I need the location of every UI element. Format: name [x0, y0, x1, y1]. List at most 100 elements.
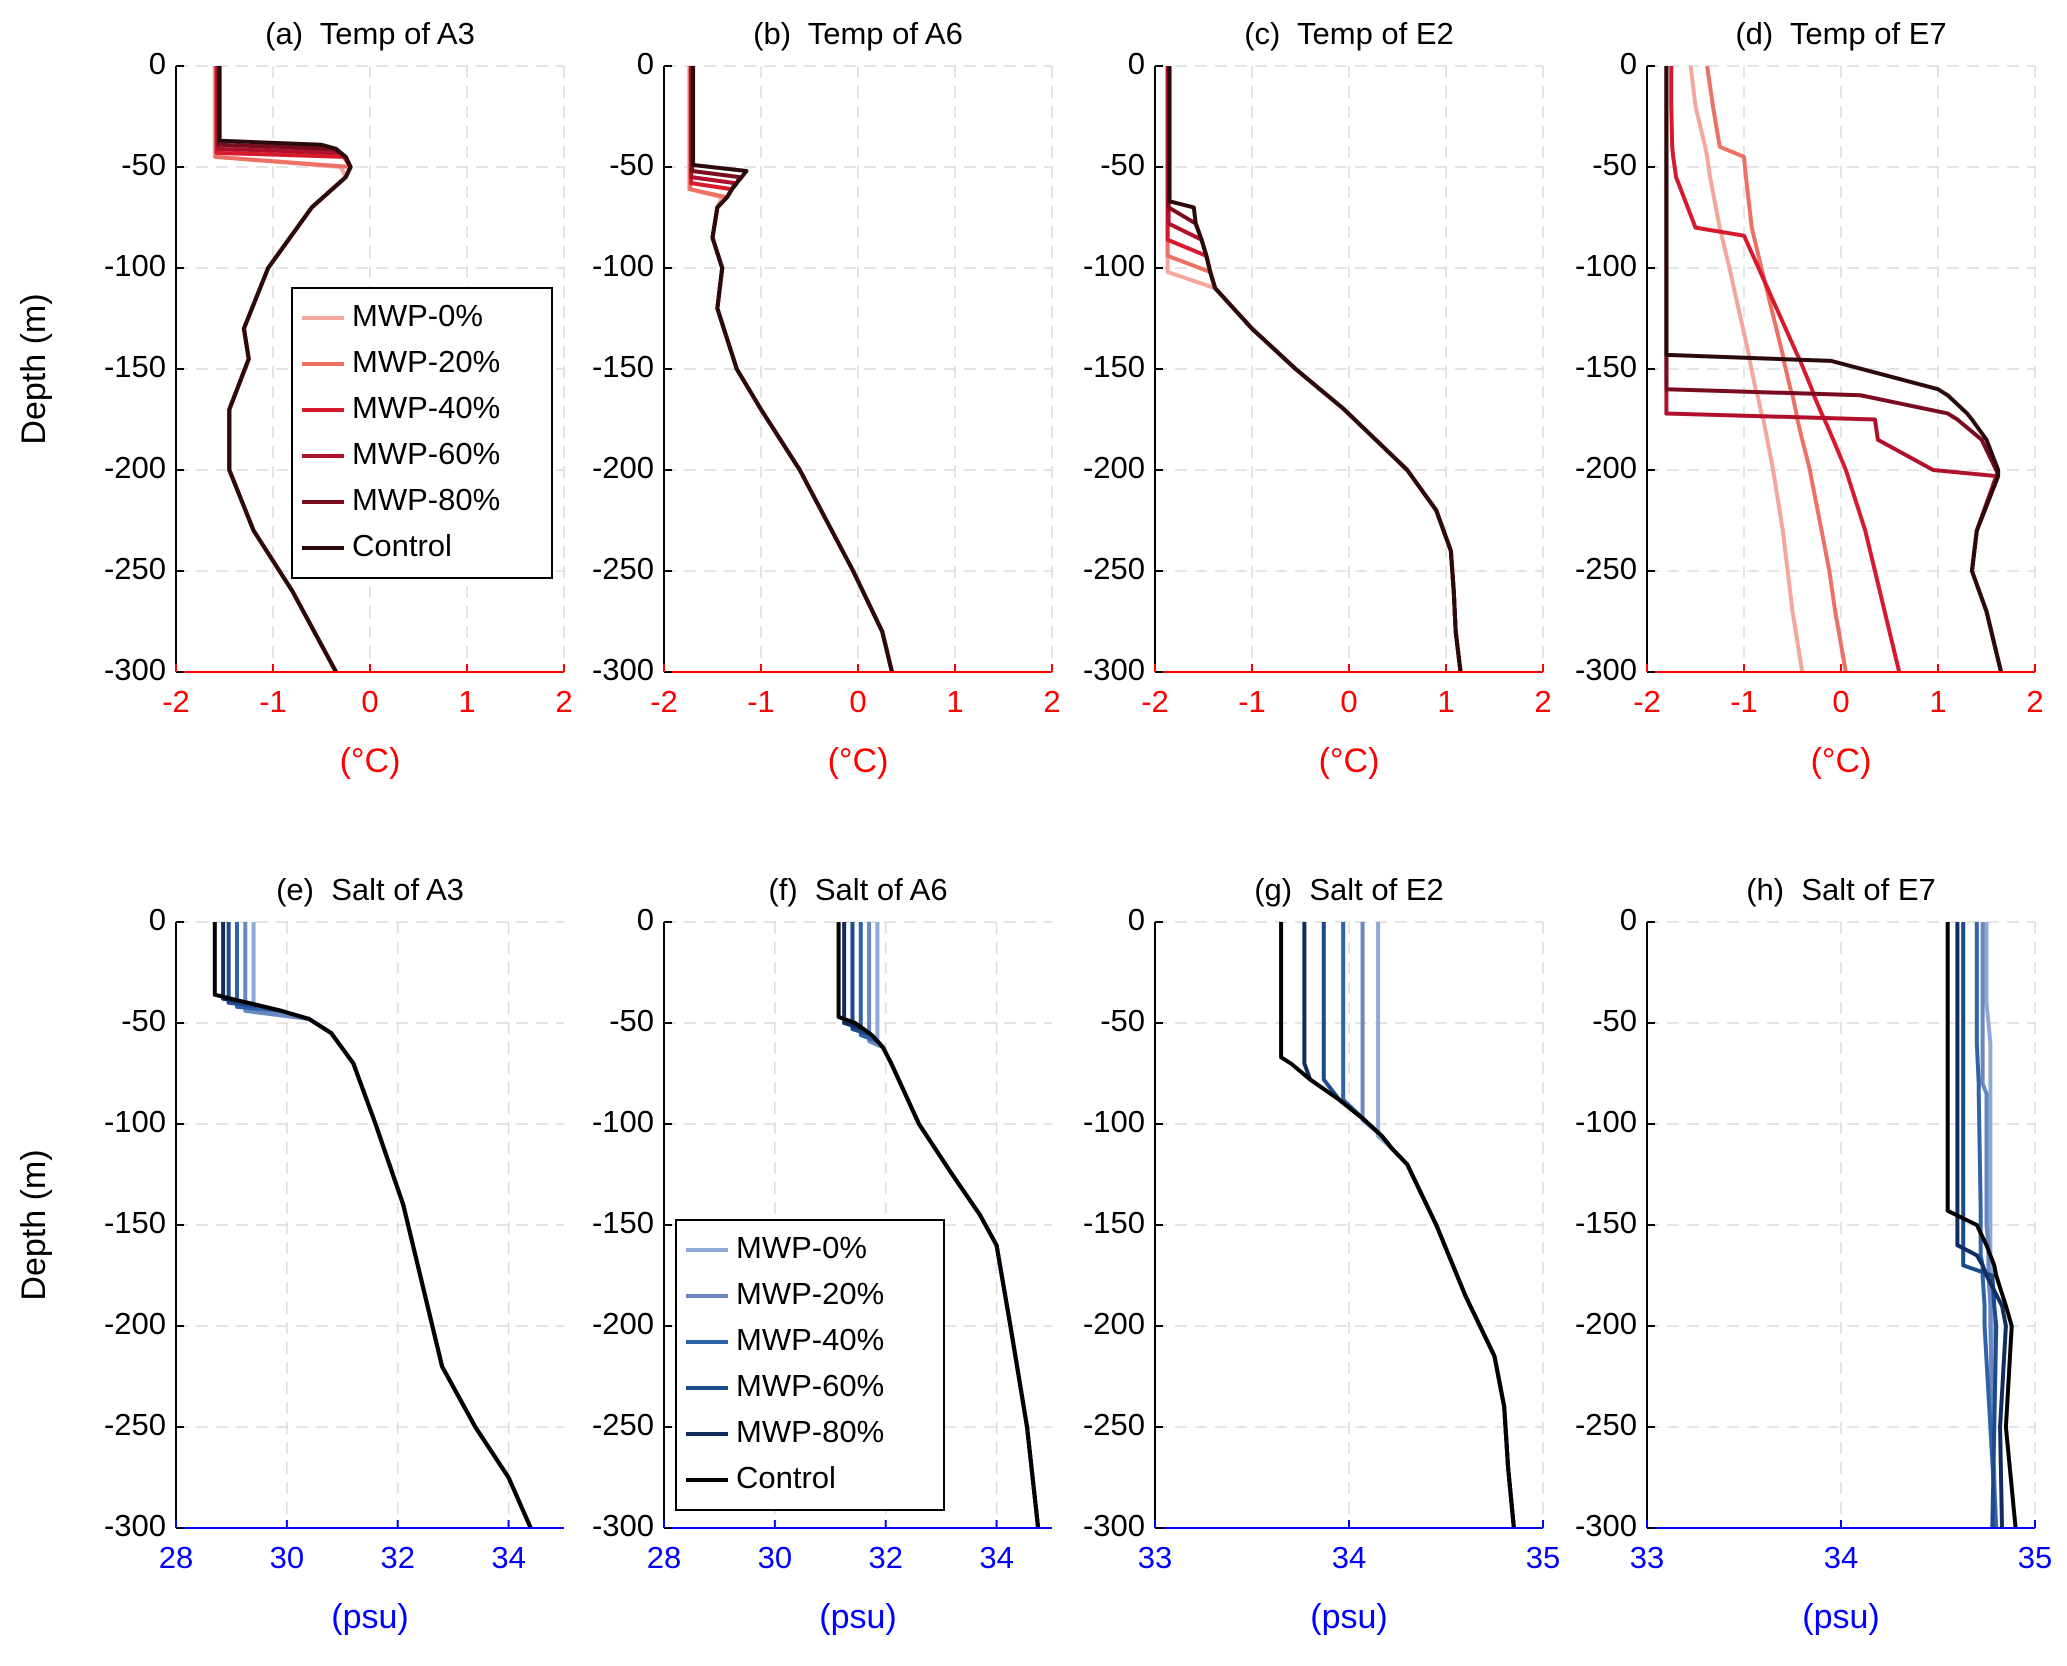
y-tick-label: -300 [1575, 1508, 1637, 1543]
y-tick-label: -250 [1083, 551, 1145, 586]
y-tick-label: -50 [1592, 1003, 1637, 1038]
profile-line [1669, 66, 1902, 673]
x-axis-label: (psu) [819, 1598, 896, 1636]
y-tick-label: -100 [1575, 248, 1637, 283]
y-tick-label: 0 [149, 902, 166, 937]
y-tick-label: -150 [1083, 1205, 1145, 1240]
legend-label: MWP-60% [352, 436, 500, 471]
x-tick-label: -1 [747, 684, 775, 719]
legend-label: MWP-20% [352, 344, 500, 379]
y-tick-label: 0 [1128, 46, 1145, 81]
x-axis-label: (psu) [1802, 1598, 1879, 1636]
y-tick-label: -100 [592, 1104, 654, 1139]
x-tick-label: 34 [491, 1540, 525, 1575]
x-tick-label: 34 [1824, 1540, 1858, 1575]
x-axis-label: (°C) [1319, 742, 1380, 780]
panel-title: (h) Salt of E7 [1746, 872, 1936, 907]
y-tick-label: -200 [1083, 450, 1145, 485]
x-tick-label: 1 [946, 684, 963, 719]
y-tick-label: -150 [104, 349, 166, 384]
x-tick-label: 32 [868, 1540, 902, 1575]
y-tick-label: -300 [104, 1508, 166, 1543]
x-axis-label: (psu) [1310, 1598, 1387, 1636]
series-group [1945, 922, 2018, 1529]
y-tick-label: -200 [1575, 1306, 1637, 1341]
y-tick-label: -50 [609, 147, 654, 182]
y-tick-label: -200 [592, 1306, 654, 1341]
y-tick-label: -250 [104, 1407, 166, 1442]
profile-line [1341, 922, 1516, 1529]
y-tick-label: -150 [1575, 1205, 1637, 1240]
legend-label: MWP-0% [352, 298, 483, 333]
y-tick-label: -150 [1575, 349, 1637, 384]
x-tick-label: 35 [1526, 1540, 1560, 1575]
y-tick-label: -200 [104, 450, 166, 485]
x-axis-label: (°C) [1811, 742, 1872, 780]
legend-label: Control [736, 1460, 836, 1495]
legend-box [291, 287, 553, 579]
y-tick-label: -300 [592, 652, 654, 687]
y-tick-label: -250 [1575, 551, 1637, 586]
profile-line [1955, 922, 2008, 1529]
y-tick-label: -250 [592, 551, 654, 586]
x-tick-label: 34 [1332, 1540, 1366, 1575]
panel-title: (e) Salt of A3 [276, 872, 464, 907]
x-tick-label: 0 [361, 684, 378, 719]
y-axis-label: Depth (m) [15, 293, 53, 444]
panel: 0 -50 -100 -150 -200 -250 -300-2 -1 0 1 2 (d) Temp … [1575, 16, 2044, 780]
x-axis-label: (°C) [828, 742, 889, 780]
legend-label: MWP-80% [352, 482, 500, 517]
x-tick-label: 2 [1043, 684, 1060, 719]
x-tick-label: -2 [162, 684, 190, 719]
y-tick-label: -50 [1592, 147, 1637, 182]
y-tick-label: -300 [1575, 652, 1637, 687]
panel-title: (d) Temp of E7 [1735, 16, 1946, 51]
profile-line [1664, 66, 2003, 673]
x-axis-label: (°C) [340, 742, 401, 780]
y-tick-label: -200 [592, 450, 654, 485]
y-tick-label: 0 [1620, 902, 1637, 937]
series-group [1279, 922, 1516, 1529]
y-tick-label: -100 [1083, 248, 1145, 283]
y-tick-label: -150 [592, 1205, 654, 1240]
x-tick-label: 1 [458, 684, 475, 719]
y-tick-label: -100 [1083, 1104, 1145, 1139]
y-tick-label: -300 [1083, 1508, 1145, 1543]
y-tick-label: 0 [1128, 902, 1145, 937]
panel-title: (b) Temp of A6 [753, 16, 963, 51]
y-tick-label: 0 [637, 902, 654, 937]
profile-line [1279, 922, 1516, 1529]
series-group [1165, 66, 1463, 673]
profile-line [1945, 922, 2018, 1529]
profile-line [1974, 922, 1999, 1529]
series-group [836, 922, 1041, 1529]
x-tick-label: 33 [1630, 1540, 1664, 1575]
profile-line [1688, 65, 1805, 673]
legend-label: MWP-40% [352, 390, 500, 425]
x-tick-label: -1 [1730, 684, 1758, 719]
legend-box [675, 1219, 945, 1511]
profile-line [212, 922, 533, 1529]
y-tick-label: -100 [592, 248, 654, 283]
x-tick-label: 0 [1340, 684, 1357, 719]
y-tick-label: -200 [1083, 1306, 1145, 1341]
x-tick-label: 30 [758, 1540, 792, 1575]
y-tick-label: -250 [592, 1407, 654, 1442]
legend-label: MWP-80% [736, 1414, 884, 1449]
profile-line [1705, 65, 1848, 673]
y-tick-label: 0 [149, 46, 166, 81]
panel-title: (f) Salt of A6 [768, 872, 947, 907]
panel: 0 -50 -100 -150 -200 -250 -300-2 -1 0 1 2 (a) Temp … [15, 16, 573, 780]
x-tick-label: 1 [1437, 684, 1454, 719]
y-tick-label: -50 [1100, 1003, 1145, 1038]
y-tick-label: -300 [104, 652, 166, 687]
y-tick-label: -50 [121, 147, 166, 182]
y-tick-label: -150 [1083, 349, 1145, 384]
y-tick-label: -200 [104, 1306, 166, 1341]
panel-title: (c) Temp of E2 [1244, 16, 1454, 51]
y-tick-label: -250 [1575, 1407, 1637, 1442]
